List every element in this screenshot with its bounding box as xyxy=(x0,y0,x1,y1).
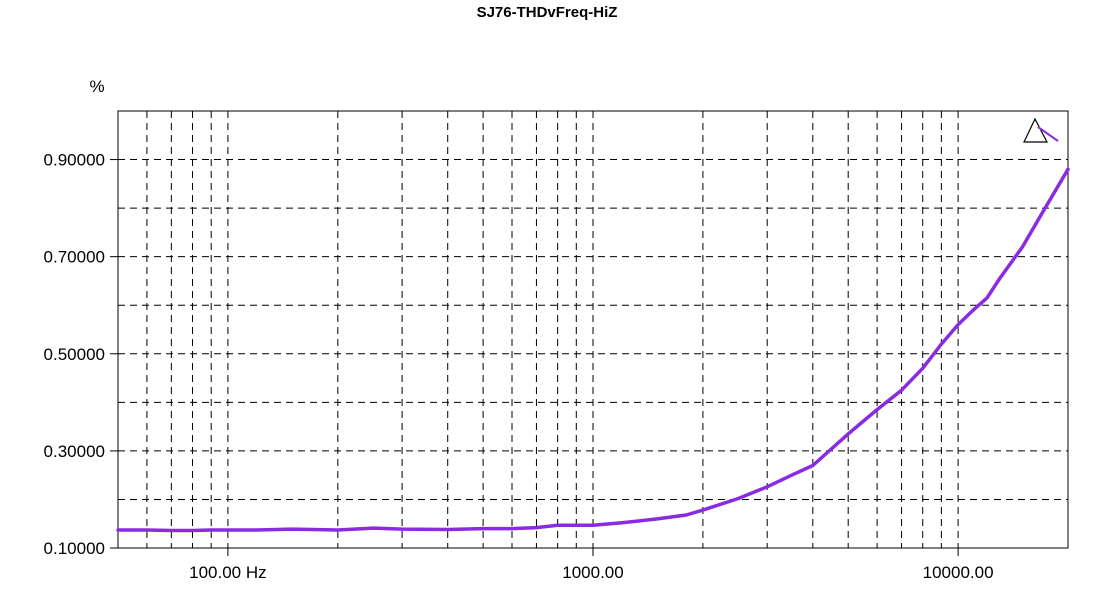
y-axis-ticks: 0.10000 0.30000 0.50000 0.70000 0.90000 xyxy=(44,151,118,558)
cursor-triangle-icon[interactable] xyxy=(1023,117,1059,143)
series-line-thd xyxy=(116,167,1070,533)
grid-lines xyxy=(118,111,1068,548)
y-tick-label: 0.70000 xyxy=(44,248,105,267)
y-tick-label: 0.50000 xyxy=(44,345,105,364)
y-tick-label: 0.30000 xyxy=(44,442,105,461)
x-tick-label: 1000.00 xyxy=(562,563,623,582)
series-layer xyxy=(116,167,1070,533)
x-tick-label: 10000.00 xyxy=(923,563,994,582)
x-axis-ticks: 100.00 Hz 1000.00 10000.00 xyxy=(189,548,994,582)
y-tick-label: 0.90000 xyxy=(44,151,105,170)
y-axis-unit: % xyxy=(89,77,104,96)
y-tick-label: 0.10000 xyxy=(44,539,105,558)
chart-title: SJ76-THDvFreq-HiZ xyxy=(477,4,618,21)
x-tick-label: 100.00 Hz xyxy=(189,563,267,582)
